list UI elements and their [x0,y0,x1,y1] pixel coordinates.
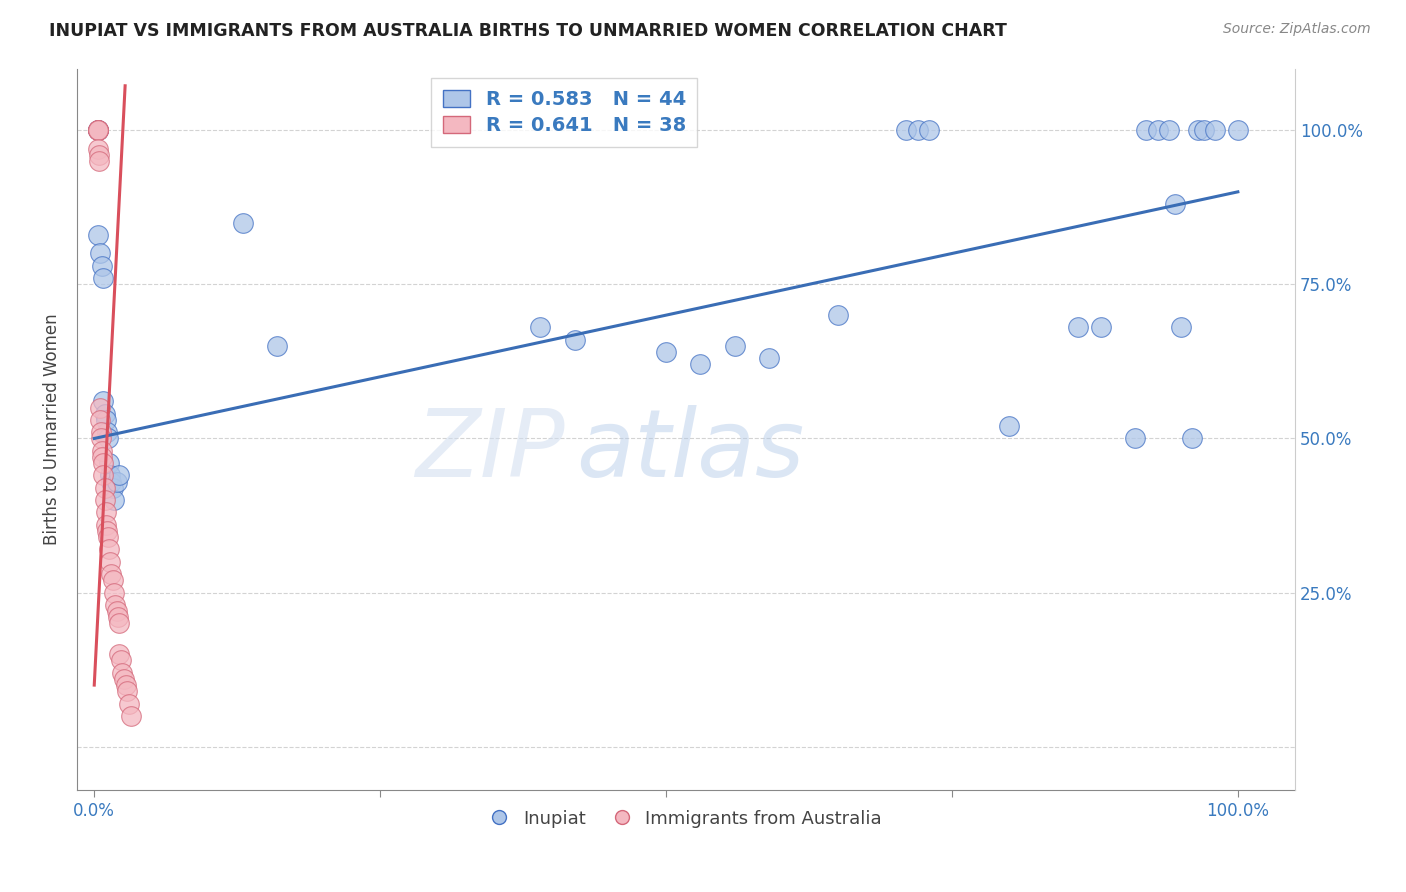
Point [1181,432,1204,446]
Point [101,481,124,495]
Point [93,493,115,508]
Point [529,320,551,334]
Text: atlas: atlas [576,405,804,496]
Text: Source: ZipAtlas.com: Source: ZipAtlas.com [1223,22,1371,37]
Point [98,468,121,483]
Point [107,610,129,624]
Point [98,542,121,557]
Point [111,665,134,680]
Legend: Inupiat, Immigrants from Australia: Inupiat, Immigrants from Australia [484,803,889,835]
Point [89,401,111,415]
Y-axis label: Births to Unmarried Women: Births to Unmarried Women [44,313,60,545]
Point [110,653,132,667]
Point [94,517,117,532]
Point [1159,123,1181,137]
Point [104,598,127,612]
Point [86,123,108,137]
Point [117,684,139,698]
Point [89,246,111,260]
Point [86,123,108,137]
Point [120,709,142,723]
Point [91,443,114,458]
Point [1187,123,1209,137]
Point [87,154,110,169]
Point [93,394,115,409]
Point [93,407,115,421]
Point [93,468,115,483]
Point [1204,123,1226,137]
Point [97,432,120,446]
Point [117,697,139,711]
Point [115,678,138,692]
Point [86,123,108,137]
Point [758,351,780,366]
Point [100,567,122,582]
Point [98,456,121,470]
Point [94,413,117,427]
Point [91,450,114,464]
Point [1123,432,1146,446]
Point [90,432,112,446]
Point [86,123,108,137]
Point [1226,123,1249,137]
Point [655,345,678,359]
Point [1067,320,1090,334]
Point [105,475,128,489]
Point [103,493,125,508]
Point [96,524,118,538]
Point [108,647,131,661]
Point [97,530,120,544]
Point [724,339,747,353]
Point [1164,197,1187,211]
Point [1192,123,1215,137]
Point [896,123,918,137]
Point [266,339,288,353]
Point [108,468,131,483]
Point [93,456,115,470]
Point [827,308,849,322]
Point [87,148,110,162]
Text: INUPIAT VS IMMIGRANTS FROM AUSTRALIA BIRTHS TO UNMARRIED WOMEN CORRELATION CHART: INUPIAT VS IMMIGRANTS FROM AUSTRALIA BIR… [49,22,1007,40]
Point [1170,320,1192,334]
Point [86,123,108,137]
Point [1090,320,1112,334]
Point [86,142,108,156]
Point [918,123,941,137]
Point [103,585,125,599]
Point [100,475,122,489]
Point [1135,123,1157,137]
Point [998,419,1021,434]
Point [93,271,115,285]
Point [91,259,114,273]
Point [689,358,711,372]
Point [96,425,118,440]
Point [232,216,254,230]
Point [112,672,135,686]
Point [108,616,131,631]
Point [907,123,929,137]
Point [98,555,121,569]
Point [90,425,112,440]
Point [86,123,108,137]
Point [1146,123,1168,137]
Text: ZIP: ZIP [415,405,564,496]
Point [101,574,124,588]
Point [86,227,108,242]
Point [105,604,128,618]
Point [93,481,115,495]
Point [94,506,117,520]
Point [89,413,111,427]
Point [564,333,586,347]
